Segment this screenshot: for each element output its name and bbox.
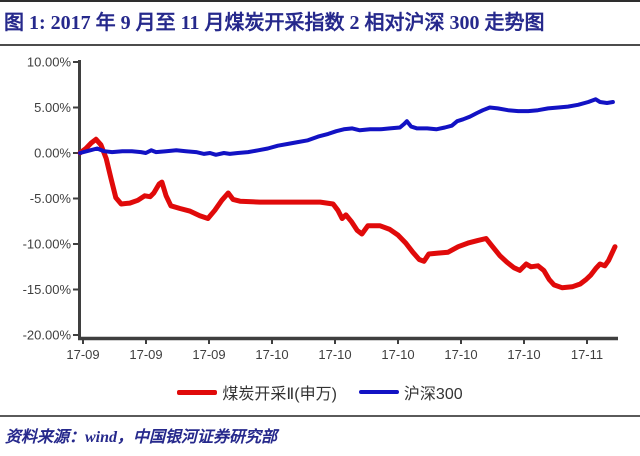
y-tick-label: 10.00%: [27, 55, 72, 70]
y-tick-label: -5.00%: [30, 191, 72, 206]
figure-title: 图 1: 2017 年 9 月至 11 月煤炭开采指数 2 相对沪深 300 走…: [4, 12, 545, 34]
x-tick-label: 17-09: [192, 347, 225, 362]
x-tick-label: 17-11: [571, 347, 603, 362]
legend-item-coal-mining: 煤炭开采Ⅱ(申万): [177, 380, 337, 404]
top-border-line: [0, 0, 640, 2]
coal-mining-series-line: [77, 136, 618, 291]
csi300-legend-label: 沪深300: [403, 386, 463, 403]
y-tick-label: 5.00%: [34, 100, 71, 115]
line-chart-plot: 10.00% 5.00% 0.00% -5.00% -10.00% -15.00% -20.…: [23, 55, 618, 362]
data-source-note: 资料来源：wind，中国银河证券研究部: [5, 429, 278, 446]
x-tick-label: 17-10: [507, 347, 540, 362]
x-tick-label: 17-09: [66, 347, 99, 362]
x-tick-label: 17-10: [318, 347, 351, 362]
axis-ticks: 10.00% 5.00% 0.00% -5.00% -10.00% -15.00% -20.…: [23, 55, 604, 362]
y-tick-label: -15.00%: [23, 282, 72, 297]
y-tick-label: -10.00%: [23, 237, 72, 252]
csi300-series-line: [78, 97, 615, 157]
x-tick-label: 17-09: [129, 347, 162, 362]
coal-mining-legend-label: 煤炭开采Ⅱ(申万): [222, 386, 337, 403]
csi300-line-swatch: [358, 390, 399, 394]
chart-axes: [78, 60, 618, 341]
y-tick-label: -20.00%: [23, 328, 72, 343]
chart-legend: 煤炭开采Ⅱ(申万) 沪深300: [0, 381, 640, 403]
coal-mining-line-swatch: [177, 389, 218, 395]
source-divider-line: [0, 415, 640, 417]
x-tick-label: 17-10: [381, 347, 414, 362]
y-tick-label: 0.00%: [34, 146, 71, 161]
chart-series-lines: [77, 97, 618, 291]
legend-item-csi300: 沪深300: [358, 380, 463, 404]
title-divider-line: [0, 44, 640, 46]
x-tick-label: 17-10: [255, 347, 288, 362]
x-tick-label: 17-10: [444, 347, 477, 362]
